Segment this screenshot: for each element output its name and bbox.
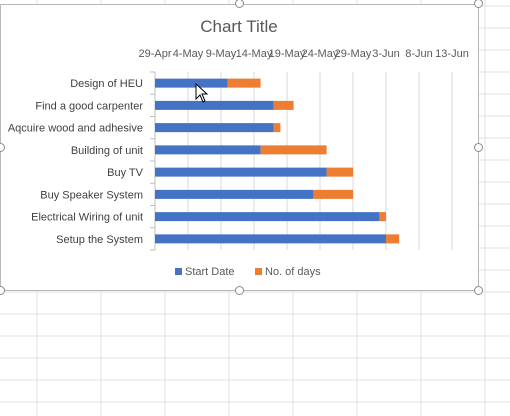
category-label: Design of HEU — [70, 78, 143, 90]
x-tick-label: 29-May — [335, 48, 372, 60]
bar-no-of-days[interactable] — [313, 189, 353, 199]
bar-no-of-days[interactable] — [227, 78, 261, 88]
mouse-pointer-icon — [195, 83, 209, 103]
resize-handle-left[interactable] — [0, 143, 5, 152]
category-label: Aqcuire wood and adhesive — [8, 123, 143, 135]
chart-plot: Chart Title 29-Apr 4-May 9-May 14-May19-May… — [8, 17, 469, 278]
bar-no-of-days[interactable] — [273, 123, 281, 133]
bar-start-date[interactable] — [155, 100, 274, 110]
x-tick-label: 29-Apr — [138, 48, 171, 60]
bar-start-date[interactable] — [155, 189, 314, 199]
resize-handle-top[interactable] — [235, 0, 244, 8]
x-tick-label: 13-Jun — [435, 48, 469, 60]
resize-handle-top-right[interactable] — [474, 0, 483, 8]
bar-start-date[interactable] — [155, 212, 380, 222]
category-label: Buy TV — [107, 167, 144, 179]
bar-no-of-days[interactable] — [386, 234, 400, 244]
bar-no-of-days[interactable] — [273, 100, 294, 110]
bar-no-of-days[interactable] — [260, 145, 327, 155]
resize-handle-bottom-left[interactable] — [0, 286, 5, 295]
x-tick-label: 8-Jun — [405, 48, 433, 60]
x-tick-label: 3-Jun — [372, 48, 400, 60]
bar-start-date[interactable] — [155, 145, 261, 155]
x-tick-label: 9-May — [206, 48, 237, 60]
resize-handle-right[interactable] — [474, 143, 483, 152]
category-label: Find a good carpenter — [35, 100, 143, 112]
category-label: Buy Speaker System — [40, 189, 143, 201]
bar-start-date[interactable] — [155, 167, 327, 177]
x-tick-label: 19-May — [269, 48, 306, 60]
category-label: Building of unit — [71, 145, 143, 157]
category-label: Setup the System — [56, 234, 143, 246]
x-tick-label: 4-May — [173, 48, 204, 60]
bar-start-date[interactable] — [155, 78, 228, 88]
resize-handle-bottom-right[interactable] — [474, 286, 483, 295]
legend-swatch — [175, 268, 182, 275]
bar-no-of-days[interactable] — [326, 167, 353, 177]
chart-title[interactable]: Chart Title — [200, 17, 277, 36]
bar-start-date[interactable] — [155, 123, 274, 133]
bar-start-date[interactable] — [155, 234, 386, 244]
legend-label: No. of days — [265, 266, 321, 278]
x-tick-label: 14-May — [236, 48, 273, 60]
resize-handle-bottom[interactable] — [235, 286, 244, 295]
bar-no-of-days[interactable] — [379, 212, 386, 222]
x-tick-label: 24-May — [302, 48, 339, 60]
legend-swatch — [255, 268, 262, 275]
legend-label: Start Date — [185, 266, 235, 278]
category-label: Electrical Wiring of unit — [31, 212, 143, 224]
